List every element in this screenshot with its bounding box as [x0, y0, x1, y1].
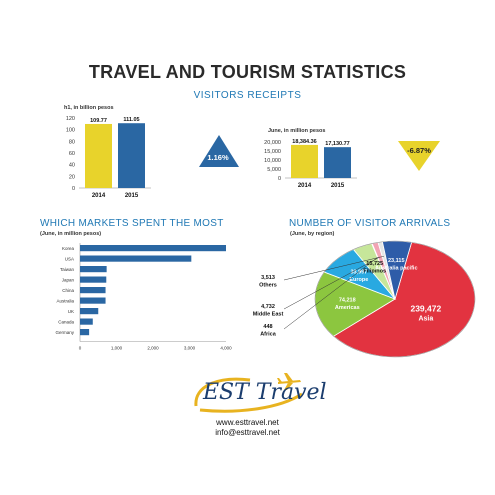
chart2-ytick-label: 5,000: [267, 167, 281, 173]
chart1-category-label: 2015: [125, 193, 139, 199]
chart1-ytick-label: 20: [69, 174, 75, 180]
markets-bar: [80, 297, 106, 304]
pie-slice-label: Middle East: [253, 312, 284, 318]
markets-bar: [80, 308, 99, 315]
pie-leader-line: [283, 256, 381, 310]
markets-xtick-label: 2,000: [147, 346, 159, 351]
chart1-bar: [118, 123, 145, 188]
pie-slice-label: Europe: [349, 277, 368, 283]
receipts-subtitle: VISITORS RECEIPTS: [193, 90, 302, 101]
down-triangle-label: -6.87%: [407, 146, 431, 155]
markets-category-label: USA: [65, 257, 74, 262]
pie-slice-label: Filipinos: [363, 269, 386, 275]
markets-bar: [80, 245, 226, 252]
chart2-category-label: 2014: [298, 183, 312, 189]
chart2-bar: [324, 147, 351, 178]
website-link[interactable]: www.esttravel.net: [216, 418, 279, 427]
chart2-ytick-label: 15,000: [264, 149, 281, 155]
pie-value-label: 239,472: [410, 303, 441, 313]
markets-category-label: Korea: [62, 246, 75, 251]
email-link[interactable]: info@esttravel.net: [215, 428, 280, 437]
markets-category-label: UK: [68, 309, 74, 314]
arrivals-unit-label: (June, by region): [290, 231, 335, 237]
receipts-h1-chart: 0 20 40 60 80 100 120 109.77 2014 111.05 2015: [66, 116, 151, 199]
chart2-category-label: 2015: [331, 183, 345, 189]
pie-value-label: 15,725: [366, 261, 383, 267]
pie-slice-label: Others: [259, 283, 277, 289]
up-triangle-icon: [199, 135, 239, 167]
markets-xtick-label: 3,000: [184, 346, 196, 351]
pie-slice-label: Americas: [335, 305, 360, 311]
pie-outline: [314, 240, 476, 358]
pie-slice-label: Australia pacific: [375, 266, 418, 272]
markets-xtick-label: 1,000: [111, 346, 123, 351]
chart2-bar: [291, 144, 318, 178]
markets-unit-label: (June, in million pesos): [40, 231, 102, 237]
pie-slice-label: Africa: [260, 332, 277, 338]
markets-category-label: Canada: [58, 320, 74, 325]
markets-category-label: Japan: [62, 278, 75, 283]
pie-value-label: 33,997: [350, 269, 367, 275]
chart2-unit-label: June, in million pesos: [268, 128, 326, 134]
pie-leader-line: [283, 256, 384, 281]
chart1-ytick-label: 100: [66, 128, 75, 134]
chart1-ytick-label: 80: [69, 139, 75, 145]
pie-value-label: 3,513: [261, 275, 275, 281]
markets-bar: [80, 318, 93, 325]
markets-chart: Korea USA Taiwan Japan China Australia UK Canad…: [55, 243, 232, 351]
markets-bar: [80, 276, 107, 283]
up-triangle-label: 1.16%: [207, 153, 229, 162]
markets-bar: [80, 266, 107, 273]
markets-category-label: Australia: [56, 299, 74, 304]
markets-bar: [80, 255, 192, 262]
pie-slice-label: Asia: [418, 315, 433, 322]
pie-value-label: 448: [263, 324, 272, 330]
chart1-ytick-label: 0: [72, 186, 75, 192]
markets-category-label: China: [62, 288, 74, 293]
markets-title: WHICH MARKETS SPENT THE MOST: [40, 218, 224, 229]
chart2-ytick-label: 0: [278, 176, 281, 182]
receipts-june-chart: 0 5,000 10,000 15,000 20,000 18,384.36 2014 17,…: [264, 139, 357, 189]
markets-xtick-label: 0: [79, 346, 82, 351]
chart2-ytick-label: 20,000: [264, 140, 281, 146]
chart1-value-label: 111.05: [123, 117, 139, 123]
chart1-category-label: 2014: [92, 193, 106, 199]
chart1-ytick-label: 40: [69, 163, 75, 169]
chart1-value-label: 109.77: [90, 118, 107, 124]
chart1-unit-label: h1, in billion pesos: [64, 105, 114, 111]
page-title: TRAVEL AND TOURISM STATISTICS: [88, 62, 407, 82]
chart2-ytick-label: 10,000: [264, 158, 281, 164]
markets-bar: [80, 329, 90, 336]
markets-xtick-label: 4,000: [220, 346, 232, 351]
markets-category-label: Taiwan: [60, 267, 75, 272]
chart2-value-label: 18,384.36: [292, 139, 316, 145]
est-travel-logo: [194, 377, 303, 413]
chart1-ytick-label: 120: [66, 116, 75, 122]
airplane-icon: [277, 373, 301, 390]
logo-text: EST Travel: [203, 380, 327, 405]
chart1-bar: [85, 123, 112, 188]
pie-leader-line: [283, 257, 378, 330]
markets-category-label: Germany: [55, 330, 74, 335]
down-triangle-icon: [398, 141, 440, 171]
pie-value-label: 4,732: [261, 304, 275, 310]
arrivals-title: NUMBER OF VISITOR ARRIVALS: [289, 218, 451, 229]
chart2-value-label: 17,130.77: [325, 141, 349, 147]
markets-bar: [80, 287, 106, 294]
pie-value-label: 23,115: [388, 258, 405, 264]
chart1-ytick-label: 60: [69, 151, 75, 157]
pie-value-label: 74,218: [339, 298, 356, 304]
